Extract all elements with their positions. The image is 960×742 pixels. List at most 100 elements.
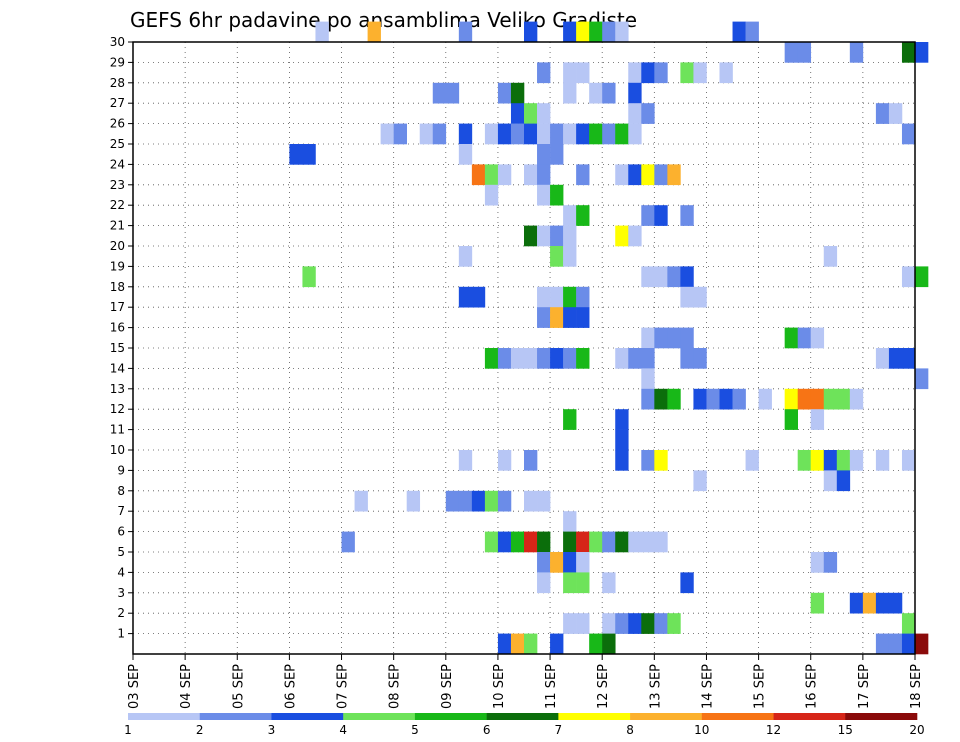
precip-cell bbox=[563, 307, 577, 328]
precip-cell bbox=[745, 450, 759, 471]
precip-cell bbox=[315, 21, 329, 43]
precip-cell bbox=[537, 572, 551, 594]
precip-cell bbox=[576, 348, 590, 369]
precip-cell bbox=[836, 388, 851, 410]
precip-cell bbox=[380, 123, 394, 145]
precip-cell bbox=[367, 21, 381, 43]
precip-cell bbox=[680, 286, 694, 308]
precip-cell bbox=[693, 388, 707, 410]
precip-cell bbox=[458, 246, 473, 267]
precip-cell bbox=[693, 470, 707, 492]
precip-cell bbox=[810, 327, 825, 349]
data-cells bbox=[289, 21, 929, 655]
precip-cell bbox=[628, 103, 642, 124]
legend-swatch bbox=[773, 713, 846, 720]
precip-cell bbox=[563, 21, 577, 43]
x-tick-label: 07 SEP bbox=[336, 664, 351, 709]
y-tick-label: 20 bbox=[110, 239, 125, 253]
y-tick-label: 24 bbox=[110, 157, 125, 171]
legend-swatch bbox=[845, 713, 918, 720]
y-tick-label: 15 bbox=[110, 341, 125, 355]
precip-cell bbox=[537, 184, 551, 206]
y-tick-label: 2 bbox=[117, 606, 125, 620]
precip-cell bbox=[654, 62, 668, 84]
precip-cell bbox=[719, 388, 733, 410]
precip-cell bbox=[432, 123, 447, 145]
precip-cell bbox=[849, 592, 864, 614]
y-tick-label: 30 bbox=[110, 35, 125, 49]
x-tick-label: 18 SEP bbox=[909, 664, 924, 709]
precip-cell bbox=[458, 123, 473, 145]
precip-cell bbox=[875, 592, 890, 614]
precip-cell bbox=[915, 266, 929, 288]
precip-cell bbox=[641, 164, 655, 186]
precip-cell bbox=[576, 62, 590, 84]
x-tick-label: 14 SEP bbox=[700, 664, 715, 709]
precip-cell bbox=[875, 633, 890, 655]
precip-cell bbox=[654, 531, 668, 553]
y-tick-label: 8 bbox=[117, 484, 125, 498]
precip-cell bbox=[823, 450, 838, 471]
precip-cell bbox=[458, 144, 473, 165]
precip-cell bbox=[901, 123, 916, 145]
precip-cell bbox=[810, 592, 825, 614]
legend-tick-label: 7 bbox=[555, 723, 563, 737]
precip-cell bbox=[563, 82, 577, 104]
precip-cell bbox=[576, 205, 590, 226]
precip-cell bbox=[524, 348, 538, 369]
y-tick-label: 28 bbox=[110, 76, 125, 90]
y-tick-label: 1 bbox=[117, 627, 125, 641]
x-tick-label: 15 SEP bbox=[753, 664, 768, 709]
precip-cell bbox=[875, 348, 890, 369]
precip-cell bbox=[784, 388, 798, 410]
precip-cell bbox=[901, 42, 916, 63]
precip-cell bbox=[602, 123, 616, 145]
precip-cell bbox=[615, 348, 629, 369]
precip-cell bbox=[667, 327, 681, 349]
legend-swatch bbox=[343, 713, 416, 720]
precip-cell bbox=[550, 184, 564, 206]
precip-cell bbox=[602, 21, 616, 43]
precip-cell bbox=[602, 613, 616, 634]
precip-cell bbox=[484, 531, 499, 553]
legend-swatch bbox=[630, 713, 703, 720]
x-tick-label: 05 SEP bbox=[231, 664, 246, 709]
y-tick-label: 9 bbox=[117, 463, 125, 477]
legend-swatch bbox=[271, 713, 344, 720]
y-tick-label: 21 bbox=[110, 219, 125, 233]
precip-cell bbox=[497, 348, 512, 369]
y-tick-label: 18 bbox=[110, 280, 125, 294]
y-tick-label: 23 bbox=[110, 178, 125, 192]
precip-cell bbox=[654, 266, 668, 288]
precip-cell bbox=[524, 103, 538, 124]
precip-cell bbox=[810, 388, 825, 410]
precip-cell bbox=[524, 164, 538, 186]
legend-tick-label: 12 bbox=[766, 723, 781, 737]
precip-cell bbox=[615, 450, 629, 471]
precip-cell bbox=[550, 225, 564, 247]
x-tick-label: 10 SEP bbox=[492, 664, 507, 709]
legend-tick-label: 2 bbox=[196, 723, 204, 737]
precip-cell bbox=[849, 450, 864, 471]
legend-tick-label: 1 bbox=[124, 723, 132, 737]
y-tick-label: 13 bbox=[110, 382, 125, 396]
precip-cell bbox=[784, 42, 798, 63]
precip-cell bbox=[537, 123, 551, 145]
precip-cell bbox=[537, 144, 551, 165]
precip-cell bbox=[628, 225, 642, 247]
y-tick-label: 16 bbox=[110, 321, 125, 335]
precip-cell bbox=[484, 184, 499, 206]
precip-cell bbox=[888, 592, 903, 614]
precip-cell bbox=[641, 531, 655, 553]
precip-cell bbox=[576, 21, 590, 43]
precip-cell bbox=[576, 286, 590, 308]
precip-cell bbox=[550, 552, 564, 573]
precip-cell bbox=[550, 633, 564, 655]
precip-cell bbox=[563, 531, 577, 553]
precip-cell bbox=[537, 552, 551, 573]
x-tick-label: 03 SEP bbox=[127, 664, 142, 709]
precip-cell bbox=[680, 348, 694, 369]
precip-cell bbox=[641, 450, 655, 471]
precip-cell bbox=[497, 490, 512, 512]
precip-cell bbox=[563, 205, 577, 226]
